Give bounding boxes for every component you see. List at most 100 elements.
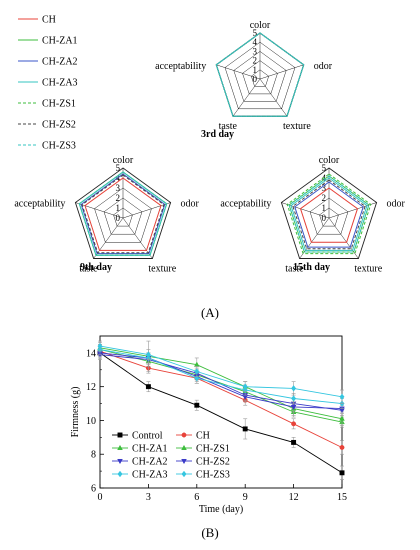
radar-tick-label: 2	[322, 193, 327, 203]
data-point	[291, 395, 297, 402]
radar-axis-label-odor: odor	[387, 199, 406, 210]
x-axis-label: Time (day)	[199, 504, 243, 515]
radar-spoke	[259, 64, 304, 80]
data-point	[145, 384, 151, 390]
radar-spoke	[93, 217, 124, 259]
series-line	[99, 352, 343, 410]
radar-grid-ring	[94, 187, 152, 243]
radar-series-ch-za2	[80, 173, 166, 255]
legend-marker-control	[117, 432, 123, 438]
x-tick-label: 0	[98, 492, 103, 503]
radar-tick-label: 5	[322, 163, 327, 173]
series-control	[97, 347, 345, 480]
y-tick-label: 14	[86, 348, 96, 359]
radar-tick-label: 5	[116, 163, 121, 173]
data-point	[194, 374, 200, 382]
legend-label-control: Control	[132, 431, 163, 442]
radar-grid-ring	[319, 207, 339, 227]
radar-tick-label: 3	[116, 183, 121, 193]
radar-series-ch-zs3	[215, 32, 305, 117]
data-point	[291, 385, 297, 392]
radar-tick-label: 0	[253, 74, 258, 84]
legend-marker-ch-za2	[117, 458, 123, 465]
data-point	[339, 470, 345, 476]
legend-label-ch-za1: CH-ZA1	[132, 444, 168, 455]
radar-axis-label-texture: texture	[283, 121, 311, 132]
y-tick-label: 8	[91, 450, 96, 461]
series-ch-zs3	[97, 340, 345, 404]
series-line	[99, 349, 343, 423]
y-tick-label: 6	[91, 484, 96, 495]
radar-spoke	[216, 64, 261, 80]
radar-tick-label: 1	[253, 65, 258, 75]
radar-axis-label-acceptability: acceptability	[14, 199, 65, 210]
radar-tick-label: 3	[253, 46, 258, 56]
radar-grid-ring	[233, 51, 287, 102]
legend-marker-ch-za3	[117, 470, 123, 478]
legend-label-ch-za1: CH-ZA1	[42, 36, 78, 47]
radar-axis-label-texture: texture	[148, 263, 176, 274]
data-point	[290, 404, 297, 411]
data-point	[242, 426, 248, 432]
x-tick-label: 12	[289, 492, 299, 503]
data-point	[194, 402, 200, 408]
radar-legend: CH CH-ZA1 CH-ZA2 CH-ZA3 CH-ZS1 CH-ZS2 CH-ZS3	[18, 15, 78, 152]
radar-spoke	[75, 202, 124, 219]
legend-label-ch-zs2: CH-ZS2	[42, 120, 76, 131]
data-point	[97, 342, 103, 350]
radar-panels: 012345colorodortexturetasteacceptability…	[14, 20, 405, 274]
legend-label-ch-za3: CH-ZA3	[132, 470, 168, 481]
series-line	[99, 350, 343, 448]
radar-tick-label: 2	[116, 193, 121, 203]
series-ch-za2	[97, 349, 345, 416]
radar-series-ch	[84, 177, 162, 251]
radar-grid-ring	[309, 197, 349, 235]
radar-panel-title: 9th day	[80, 262, 112, 273]
legend-label-ch-zs1: CH-ZS1	[196, 444, 230, 455]
legend-label-ch-zs3: CH-ZS3	[196, 470, 230, 481]
radar-spoke	[259, 78, 288, 117]
series-line	[99, 347, 343, 420]
radar-axis-label-taste: taste	[219, 121, 238, 132]
line-legend: Control CH CH-ZA1 CH-ZS1 CH-ZA2 CH-ZS2 CH-ZA3 C…	[112, 431, 230, 481]
x-tick-label: 9	[243, 492, 248, 503]
radar-series-ch-zs1	[286, 173, 372, 255]
radar-spoke	[122, 217, 153, 259]
radar-tick-label: 4	[253, 37, 258, 47]
radar-tick-label: 1	[116, 203, 121, 213]
panel-label-b: (B)	[201, 525, 218, 540]
series-line	[99, 354, 343, 411]
radar-axis-label-odor: odor	[314, 61, 333, 72]
radar-tick-label: 5	[253, 28, 258, 38]
series-line	[99, 345, 343, 398]
radar-axis-label-taste: taste	[79, 263, 98, 274]
data-point	[145, 351, 151, 358]
radar-tick-label: 0	[116, 213, 121, 223]
radar-axis-label-color: color	[250, 20, 271, 31]
radar-tick-label: 0	[322, 213, 327, 223]
legend-label-ch-zs3: CH-ZS3	[42, 141, 76, 152]
radar-grid-ring	[280, 167, 378, 259]
radar-axis-label-color: color	[113, 155, 134, 166]
radar-grid-ring	[242, 60, 278, 95]
radar-spoke	[232, 78, 261, 117]
data-point	[242, 383, 248, 390]
radar-grid-ring	[103, 197, 143, 235]
panel-label-a: (A)	[201, 305, 219, 320]
legend-label-ch: CH	[196, 431, 210, 442]
radar-panel-title: 15th day	[293, 262, 330, 273]
data-point	[291, 439, 297, 445]
radar-series-ch-zs3	[288, 175, 370, 253]
legend-label-ch: CH	[42, 15, 56, 26]
radar-series-ch-za2	[294, 181, 364, 248]
radar-grid-ring	[251, 69, 269, 87]
radar-series-ch-zs3	[78, 171, 168, 256]
series-line	[99, 352, 343, 474]
firmness-line-chart: 0 3 6 9 12 15 6 8 10 12 14 Time (day) Firmness (g) Co…	[70, 335, 347, 515]
series-line	[99, 349, 343, 405]
radar-series-ch-za3	[290, 177, 368, 251]
radar-panel-title: 3rd day	[201, 129, 234, 140]
legend-label-ch-zs1: CH-ZS1	[42, 99, 76, 110]
radar-spoke	[122, 202, 171, 219]
